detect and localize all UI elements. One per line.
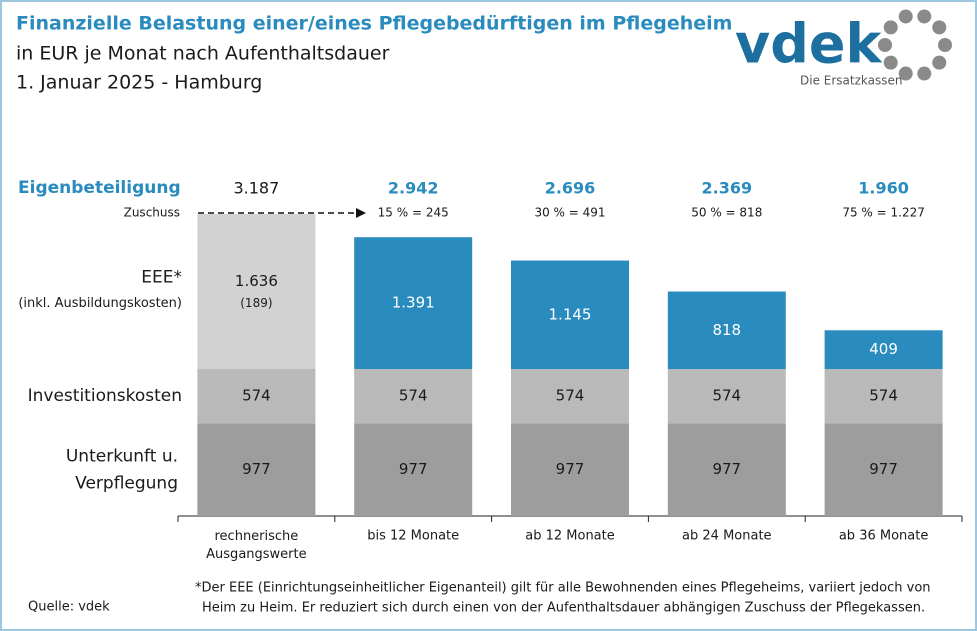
segment-label: 977 <box>242 460 271 478</box>
segment-label: 574 <box>242 387 271 405</box>
zuschuss-label: 15 % = 245 <box>378 206 449 220</box>
logo-dot <box>932 20 947 35</box>
x-tick-label: rechnerische Ausgangswerte <box>206 529 306 562</box>
bar-segment <box>511 369 629 424</box>
source: Quelle: vdek <box>28 600 110 615</box>
logo-dot <box>932 55 947 70</box>
bar-segment <box>667 369 786 424</box>
bar-segment <box>197 214 316 370</box>
zuschuss-label: Zuschuss <box>124 206 180 220</box>
total-label: 2.942 <box>388 179 439 198</box>
footnote: *Der EEE (Einrichtungseinheitlicher Eige… <box>195 581 931 596</box>
x-tick-label: ab 36 Monate <box>839 529 929 544</box>
bar-segment <box>197 369 316 424</box>
total-label: 1.960 <box>858 179 909 198</box>
logo-dot <box>917 66 932 81</box>
x-tick-label: ab 12 Monate <box>525 529 615 544</box>
logo-subtext: Die Ersatzkassen <box>800 74 902 88</box>
totals-label: Eigenbeteiligung <box>18 178 181 198</box>
x-tick-label: ab 24 Monate <box>682 529 772 544</box>
segment-label: 574 <box>399 387 428 405</box>
bar-segment <box>667 291 786 370</box>
segment-label: 574 <box>712 387 741 405</box>
bar-segment <box>354 237 473 370</box>
zuschuss-label: 75 % = 1.227 <box>842 206 925 220</box>
total-label: 2.369 <box>701 179 752 198</box>
logo-dot <box>898 66 913 81</box>
series-label: Unterkunft u. Verpflegung <box>66 447 178 494</box>
segment-label: 409 <box>869 340 898 358</box>
bar-segment <box>354 423 473 516</box>
zuschuss-label: 50 % = 818 <box>691 206 762 220</box>
segment-label: 977 <box>556 460 585 478</box>
logo-dot <box>883 55 898 70</box>
segment-annotation: (189) <box>240 296 272 310</box>
segment-label: 977 <box>399 460 428 478</box>
logo-ring <box>878 9 952 81</box>
logo-dot <box>883 20 898 35</box>
segment-label: 818 <box>712 321 741 339</box>
series-label: Investitionskosten <box>28 386 182 406</box>
bar-segment <box>511 423 629 516</box>
logo-dot <box>938 38 952 52</box>
segment-label: 977 <box>869 460 898 478</box>
zuschuss-label: 30 % = 491 <box>534 206 605 220</box>
segment-label: 1.391 <box>392 294 435 312</box>
segment-label: 977 <box>712 460 741 478</box>
bar-segment <box>824 423 943 516</box>
date-line: 1. Januar 2025 - Hamburg <box>16 72 262 94</box>
bar-segment <box>511 260 629 370</box>
segment-label: 1.145 <box>549 305 592 323</box>
segment-label: 574 <box>869 387 898 405</box>
segment-label: 574 <box>556 387 585 405</box>
logo-text: vdek <box>735 13 882 76</box>
logo-dot <box>917 9 932 24</box>
total-label: 3.187 <box>233 179 279 198</box>
series-label: EEE* <box>141 268 182 288</box>
bar-segment <box>824 369 943 424</box>
logo-dot <box>878 38 892 52</box>
x-tick-label: bis 12 Monate <box>367 529 459 544</box>
logo-dot <box>898 9 913 24</box>
segment-label: 1.636 <box>235 272 278 290</box>
subtitle: in EUR je Monat nach Aufenthaltsdauer <box>16 43 390 65</box>
series-sublabel: (inkl. Ausbildungskosten) <box>18 296 182 311</box>
footnote: Heim zu Heim. Er reduziert sich durch ei… <box>202 601 925 616</box>
chart-title: Finanzielle Belastung einer/eines Pflege… <box>16 13 732 35</box>
total-label: 2.696 <box>545 179 596 198</box>
arrow-head <box>356 208 366 218</box>
bar-segment <box>197 423 316 516</box>
bar-segment <box>354 369 473 424</box>
bar-segment <box>667 423 786 516</box>
bar-segment <box>824 330 943 370</box>
